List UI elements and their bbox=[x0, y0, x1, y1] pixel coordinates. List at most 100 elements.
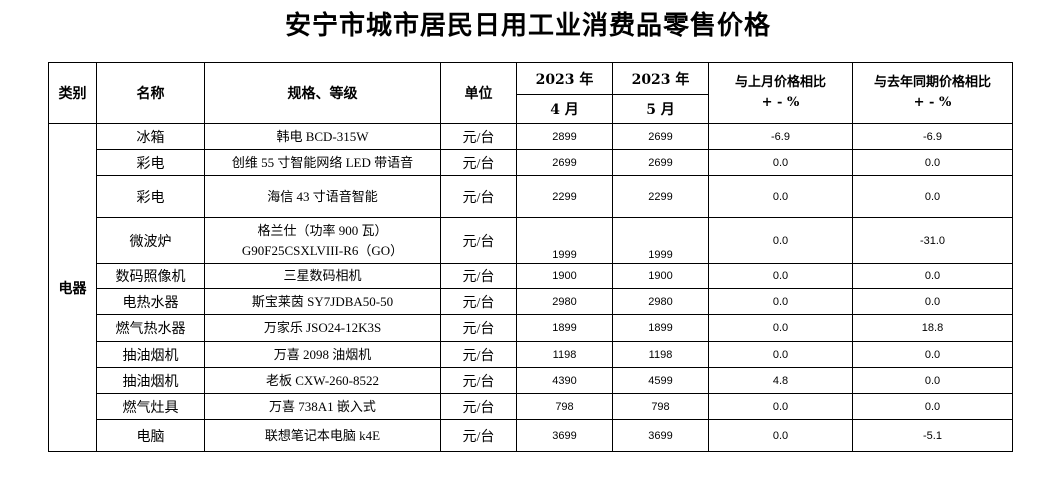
price-may: 2299 bbox=[612, 175, 709, 218]
item-unit: 元/台 bbox=[440, 314, 517, 342]
item-unit: 元/台 bbox=[440, 149, 517, 176]
item-spec: 老板 CXW-260-8522 bbox=[204, 367, 441, 394]
item-unit: 元/台 bbox=[440, 419, 517, 452]
item-unit: 元/台 bbox=[440, 263, 517, 289]
header-yoy: 与去年同期价格相比 + - % bbox=[852, 62, 1013, 124]
item-spec-line2: G90F25CSXLVIII-R6（GO） bbox=[241, 242, 404, 258]
table-row: 彩电 海信 43 寸语音智能 元/台 2299 2299 0.0 0.0 bbox=[49, 175, 1013, 218]
table-row: 数码照像机 三星数码相机 元/台 1900 1900 0.0 0.0 bbox=[49, 263, 1013, 289]
price-may: 798 bbox=[612, 393, 709, 420]
item-unit: 元/台 bbox=[440, 367, 517, 394]
table-row: 微波炉 格兰仕（功率 900 瓦） G90F25CSXLVIII-R6（GO） … bbox=[49, 217, 1013, 264]
item-name: 彩电 bbox=[96, 149, 205, 176]
item-spec: 万喜 2098 油烟机 bbox=[204, 341, 441, 368]
change-mom: 4.8 bbox=[708, 367, 853, 394]
price-april: 2980 bbox=[516, 288, 613, 315]
item-spec: 联想笔记本电脑 k4E bbox=[204, 419, 441, 452]
category-cell: 电器 bbox=[48, 123, 97, 452]
item-spec: 三星数码相机 bbox=[204, 263, 441, 289]
item-unit: 元/台 bbox=[440, 341, 517, 368]
table-row: 燃气灶具 万喜 738A1 嵌入式 元/台 798 798 0.0 0.0 bbox=[49, 393, 1013, 420]
price-may: 2699 bbox=[612, 123, 709, 150]
item-name: 彩电 bbox=[96, 175, 205, 218]
header-month-april: 4 月 bbox=[516, 94, 613, 124]
table-row: 电热水器 斯宝莱茵 SY7JDBA50-50 元/台 2980 2980 0.0… bbox=[49, 288, 1013, 315]
price-may: 2980 bbox=[612, 288, 709, 315]
item-spec: 创维 55 寸智能网络 LED 带语音 bbox=[204, 149, 441, 176]
table-row: 电器 冰箱 韩电 BCD-315W 元/台 2899 2699 -6.9 -6.… bbox=[48, 123, 1013, 452]
item-name: 电脑 bbox=[96, 419, 205, 452]
header-category: 类别 bbox=[48, 62, 97, 124]
change-yoy: -5.1 bbox=[852, 419, 1013, 452]
item-name: 数码照像机 bbox=[96, 263, 205, 289]
header-yoy-line1: 与去年同期价格相比 bbox=[873, 75, 991, 90]
item-name: 抽油烟机 bbox=[96, 367, 205, 394]
price-may: 4599 bbox=[612, 367, 709, 394]
price-april: 1899 bbox=[516, 314, 613, 342]
item-spec: 斯宝莱茵 SY7JDBA50-50 bbox=[204, 288, 441, 315]
header-year-may: 2023 年 bbox=[612, 62, 709, 95]
table-row: 彩电 创维 55 寸智能网络 LED 带语音 元/台 2699 2699 0.0… bbox=[49, 149, 1013, 176]
change-mom: 0.0 bbox=[708, 341, 853, 368]
price-april: 1198 bbox=[516, 341, 613, 368]
header-mom: 与上月价格相比 + - % bbox=[708, 62, 853, 124]
item-unit: 元/台 bbox=[440, 288, 517, 315]
item-name: 燃气热水器 bbox=[96, 314, 205, 342]
change-yoy: 0.0 bbox=[852, 263, 1013, 289]
header-month-may: 5 月 bbox=[612, 94, 709, 124]
price-april: 4390 bbox=[516, 367, 613, 394]
item-unit: 元/台 bbox=[440, 217, 517, 264]
header-name: 名称 bbox=[96, 62, 205, 124]
price-april: 3699 bbox=[516, 419, 613, 452]
price-april: 798 bbox=[516, 393, 613, 420]
table-row: 电脑 联想笔记本电脑 k4E 元/台 3699 3699 0.0 -5.1 bbox=[49, 419, 1013, 452]
price-may: 1198 bbox=[612, 341, 709, 368]
header-yoy-line2: + - % bbox=[913, 95, 952, 110]
price-april: 2699 bbox=[516, 149, 613, 176]
item-name: 微波炉 bbox=[96, 217, 205, 264]
item-spec: 格兰仕（功率 900 瓦） G90F25CSXLVIII-R6（GO） bbox=[204, 217, 441, 264]
change-mom: 0.0 bbox=[708, 149, 853, 176]
change-yoy: 0.0 bbox=[852, 367, 1013, 394]
header-unit: 单位 bbox=[440, 62, 517, 124]
header-year-april: 2023 年 bbox=[516, 62, 613, 95]
change-yoy: -6.9 bbox=[852, 123, 1013, 150]
header-mom-line1: 与上月价格相比 bbox=[734, 75, 826, 90]
header-mom-line2: + - % bbox=[761, 95, 800, 110]
change-mom: 0.0 bbox=[708, 175, 853, 218]
item-spec-line1: 格兰仕（功率 900 瓦） bbox=[257, 222, 388, 238]
price-april: 2299 bbox=[516, 175, 613, 218]
change-yoy: 0.0 bbox=[852, 149, 1013, 176]
change-mom: 0.0 bbox=[708, 288, 853, 315]
change-yoy: 0.0 bbox=[852, 288, 1013, 315]
item-spec: 万喜 738A1 嵌入式 bbox=[204, 393, 441, 420]
header-spec: 规格、等级 bbox=[204, 62, 441, 124]
price-may: 1999 bbox=[612, 217, 709, 264]
change-yoy: 18.8 bbox=[852, 314, 1013, 342]
table-row: 抽油烟机 老板 CXW-260-8522 元/台 4390 4599 4.8 0… bbox=[49, 367, 1013, 394]
item-name: 冰箱 bbox=[96, 123, 205, 150]
price-april: 2899 bbox=[516, 123, 613, 150]
item-unit: 元/台 bbox=[440, 123, 517, 150]
item-name: 电热水器 bbox=[96, 288, 205, 315]
price-table: 类别 名称 规格、等级 单位 2023 年 2023 年 与上月价格相比 + -… bbox=[48, 62, 1013, 452]
change-yoy: 0.0 bbox=[852, 341, 1013, 368]
page-title: 安宁市城市居民日用工业消费品零售价格 bbox=[284, 11, 771, 41]
table-row: 抽油烟机 万喜 2098 油烟机 元/台 1198 1198 0.0 0.0 bbox=[49, 341, 1013, 368]
item-spec: 海信 43 寸语音智能 bbox=[204, 175, 441, 218]
item-unit: 元/台 bbox=[440, 393, 517, 420]
change-yoy: -31.0 bbox=[852, 217, 1013, 264]
change-yoy: 0.0 bbox=[852, 175, 1013, 218]
change-mom: 0.0 bbox=[708, 393, 853, 420]
item-name: 燃气灶具 bbox=[96, 393, 205, 420]
item-spec: 万家乐 JSO24-12K3S bbox=[204, 314, 441, 342]
change-mom: 0.0 bbox=[708, 217, 853, 264]
item-name: 抽油烟机 bbox=[96, 341, 205, 368]
price-may: 2699 bbox=[612, 149, 709, 176]
price-may: 1899 bbox=[612, 314, 709, 342]
price-may: 1900 bbox=[612, 263, 709, 289]
item-unit: 元/台 bbox=[440, 175, 517, 218]
item-spec: 韩电 BCD-315W bbox=[204, 123, 441, 150]
table-row: 燃气热水器 万家乐 JSO24-12K3S 元/台 1899 1899 0.0 … bbox=[49, 314, 1013, 342]
change-mom: 0.0 bbox=[708, 314, 853, 342]
